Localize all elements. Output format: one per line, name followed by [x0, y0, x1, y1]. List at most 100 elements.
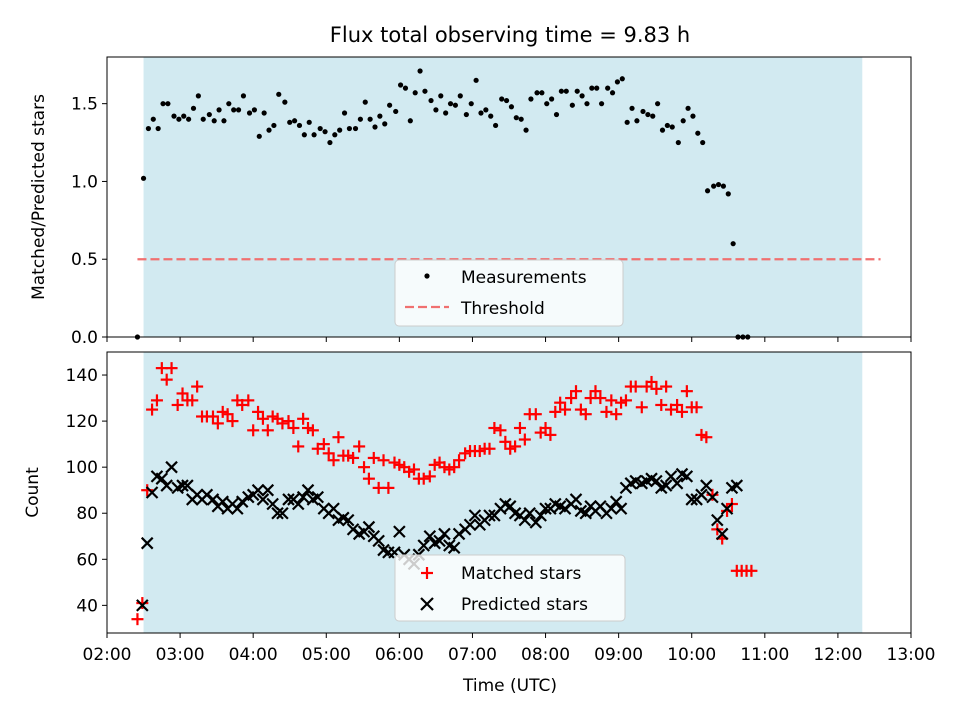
matched-stars-point: [675, 405, 688, 418]
predicted-stars-point: [271, 506, 284, 520]
predicted-stars-point-stroke: [216, 495, 230, 508]
measurement-point: [407, 118, 413, 124]
bottom-x-tick-label: 13:00: [887, 645, 936, 665]
top-y-axis: 0.0 0.5 1.0 1.5: [71, 95, 107, 348]
measurement-point: [609, 90, 616, 96]
matched-stars-point: [721, 504, 734, 517]
predicted-stars-point: [659, 479, 673, 492]
matched-stars-series: [131, 362, 758, 626]
measurement-point: [181, 113, 187, 119]
measurement-point: [282, 99, 288, 105]
predicted-stars-point: [463, 518, 477, 532]
matched-stars-point: [700, 431, 713, 444]
predicted-stars-point-stroke: [341, 513, 355, 527]
predicted-stars-point-stroke: [301, 483, 315, 497]
predicted-stars-point: [276, 506, 289, 520]
measurement-point: [528, 96, 534, 102]
predicted-stars-point-stroke: [276, 506, 289, 520]
measurement-point: [730, 241, 736, 247]
matched-stars-point: [256, 412, 269, 425]
measurement-point: [211, 118, 217, 124]
measurement-point: [690, 113, 696, 119]
measurement-point: [276, 91, 282, 97]
measurement-point: [140, 175, 147, 181]
measurement-point: [443, 110, 449, 116]
predicted-stars-point: [136, 599, 149, 612]
measurement-point: [579, 93, 585, 99]
measurement-point: [655, 101, 661, 107]
bottom-legend: Matched stars Predicted stars: [394, 554, 626, 622]
predicted-stars-point-stroke: [499, 497, 512, 511]
measurement-point: [362, 99, 368, 105]
predicted-stars-point: [160, 479, 173, 492]
predicted-stars-point: [296, 490, 310, 504]
predicted-stars-point: [483, 509, 496, 522]
matched-stars-point: [423, 470, 436, 483]
predicted-stars-point: [539, 502, 552, 515]
predicted-stars-point-stroke: [594, 500, 607, 513]
predicted-stars-point: [730, 479, 744, 492]
measurement-point: [417, 68, 423, 74]
predicted-stars-point: [518, 513, 532, 527]
measurement-point: [463, 111, 469, 118]
matched-stars-point: [600, 405, 613, 418]
measurement-point: [569, 102, 575, 108]
matched-stars-point: [570, 385, 582, 398]
legend-predicted-label: Predicted stars: [461, 595, 588, 615]
measurement-point: [221, 118, 227, 124]
predicted-stars-point: [503, 500, 517, 513]
matched-stars-point: [311, 442, 324, 455]
matched-stars-point: [353, 440, 366, 453]
matched-stars-point: [261, 424, 274, 437]
measurement-point: [539, 90, 545, 96]
legend-matched-marker: [421, 567, 433, 579]
measurement-point: [549, 96, 555, 102]
measurement-point: [624, 119, 630, 125]
predicted-stars-point-stroke: [706, 490, 719, 504]
measurement-point: [629, 105, 635, 111]
measurement-point: [240, 93, 247, 99]
predicted-stars-point-stroke: [165, 460, 178, 474]
measurement-point: [447, 101, 454, 107]
predicted-stars-point: [711, 513, 724, 527]
predicted-stars-point-stroke: [447, 541, 461, 555]
legend-measurements-marker: [424, 273, 430, 279]
predicted-stars-point: [685, 493, 699, 506]
measurement-point: [261, 110, 267, 116]
matched-stars-point: [221, 408, 234, 421]
measurement-point: [473, 77, 479, 83]
measurement-point: [160, 101, 166, 107]
matched-stars-point: [150, 394, 163, 407]
measurement-point: [150, 116, 156, 122]
predicted-stars-point-stroke: [508, 506, 522, 520]
top-legend-box: [394, 259, 624, 327]
predicted-stars-point: [231, 502, 244, 515]
measurement-point: [605, 85, 611, 91]
predicted-stars-point: [256, 493, 270, 506]
predicted-stars-point: [720, 502, 734, 515]
top-legend: Measurements Threshold: [394, 259, 624, 327]
bottom-x-tick-label: 05:00: [302, 645, 351, 665]
predicted-stars-point-stroke: [140, 536, 154, 550]
predicted-stars-point: [311, 490, 325, 504]
measurement-point: [346, 125, 353, 132]
predicted-stars-point-stroke: [206, 493, 220, 506]
measurement-point: [367, 116, 373, 122]
measurement-point: [544, 101, 550, 107]
measurement-point: [341, 110, 348, 116]
predicted-stars-point-stroke: [659, 479, 673, 492]
matched-stars-point: [206, 410, 219, 423]
predicted-stars-point: [433, 534, 446, 548]
measurement-point: [669, 124, 675, 130]
bottom-y-tick-label: 120: [66, 412, 98, 432]
measurement-point: [231, 107, 237, 113]
bottom-x-tick-label: 10:00: [667, 645, 716, 665]
measurement-point: [499, 96, 505, 102]
predicted-stars-point-stroke: [650, 474, 663, 488]
predicted-stars-point-stroke: [523, 506, 536, 520]
measurement-point: [200, 116, 206, 122]
measurement-point: [720, 183, 727, 189]
predicted-stars-point-stroke: [675, 467, 689, 481]
predicted-stars-point: [605, 502, 618, 515]
bottom-x-tick-label: 08:00: [521, 645, 570, 665]
